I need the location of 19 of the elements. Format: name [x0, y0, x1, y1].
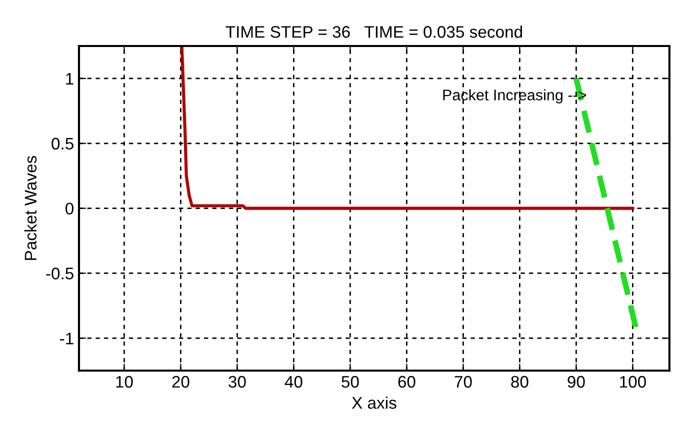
y-tick-label: -0.5: [46, 268, 74, 280]
x-tick-label: 70: [454, 376, 472, 388]
x-tick-label: 40: [284, 376, 302, 388]
y-tick-label: 1: [66, 73, 74, 85]
x-tick-label: 100: [620, 376, 646, 388]
y-tick-label: -1: [60, 332, 74, 344]
y-tick-label: 0: [66, 202, 74, 215]
y-tick-label: 0.5: [52, 138, 74, 150]
y-axis-title: Packet Waves: [24, 156, 37, 260]
line-series: [180, 46, 634, 210]
x-tick-label: 20: [172, 376, 190, 388]
chart-title: TIME STEP = 36 TIME = 0.035 second: [226, 26, 522, 38]
x-tick-label: 60: [398, 376, 416, 388]
x-tick-label: 50: [342, 376, 359, 388]
x-tick-label: 90: [568, 376, 585, 388]
x-tick-label: 80: [511, 376, 528, 388]
x-tick-label: 10: [116, 376, 133, 388]
x-axis-title: X axis: [352, 396, 396, 409]
x-tick-label: 30: [228, 376, 246, 388]
